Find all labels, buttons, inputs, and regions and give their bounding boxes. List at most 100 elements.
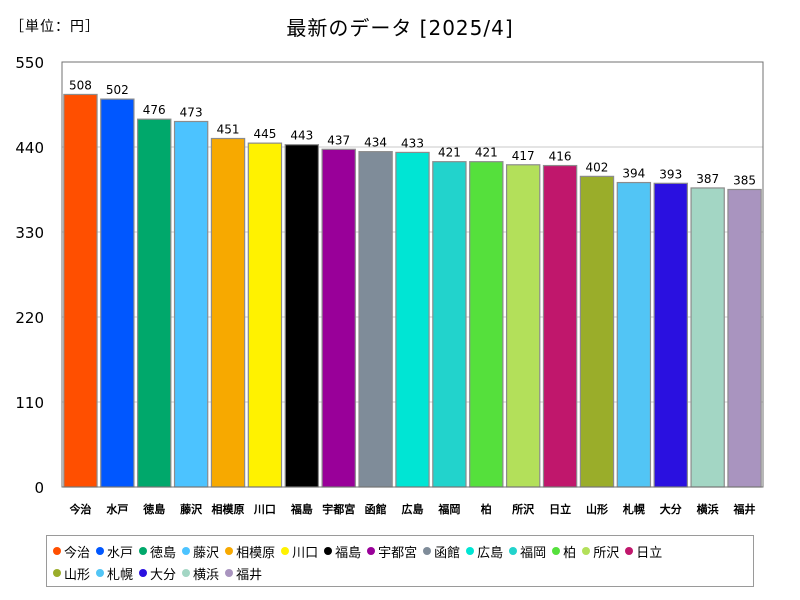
- legend-item: 宇都宮: [367, 542, 417, 561]
- legend-item: 徳島: [139, 542, 176, 561]
- data-label: 387: [696, 172, 719, 186]
- legend-row: 山形 札幌 大分 横浜 福井: [47, 563, 262, 583]
- y-tick-label: 550: [15, 54, 44, 72]
- plot-border: [61, 61, 764, 488]
- legend-item: 藤沢: [182, 542, 219, 561]
- bar: [542, 164, 578, 488]
- legend-marker: [139, 547, 148, 555]
- data-label: 433: [401, 136, 424, 150]
- x-tick-label: 福井: [733, 502, 756, 516]
- bar: [137, 118, 172, 488]
- x-tick-label: 日立: [549, 502, 571, 516]
- data-label: 443: [290, 129, 313, 143]
- legend-item: 函館: [423, 542, 460, 561]
- legend-item: 今治: [53, 542, 90, 561]
- legend-marker: [53, 547, 61, 555]
- legend-label: 福岡: [520, 545, 547, 561]
- bar: [505, 164, 541, 488]
- legend-marker: [509, 547, 518, 555]
- legend-item: 川口: [281, 542, 318, 561]
- legend-label: 山形: [64, 567, 91, 583]
- x-tick-label: 山形: [586, 502, 608, 516]
- legend-marker: [367, 547, 376, 555]
- legend-label: 函館: [434, 545, 461, 561]
- legend-marker: [96, 547, 105, 555]
- data-label: 437: [327, 133, 350, 147]
- x-tick-label: 宇都宮: [322, 502, 355, 516]
- legend-marker: [96, 569, 105, 577]
- legend-marker: [182, 547, 191, 555]
- bar: [63, 93, 98, 488]
- legend-row: 今治 水戸 徳島 藤沢 相模原 川口 福島 宇都宮 函館 広島 福岡柏所沢 日立: [47, 541, 662, 561]
- legend-item: 相模原: [225, 542, 275, 561]
- chart-title: 最新のデータ [2025/4]: [286, 16, 514, 40]
- legend-item: 福島: [324, 542, 361, 561]
- bar: [395, 151, 430, 488]
- x-tick-label: 徳島: [142, 502, 165, 516]
- legend-marker: [324, 547, 333, 555]
- bar: [284, 144, 320, 488]
- x-tick-label: 横浜: [697, 502, 719, 516]
- x-tick-label: 所沢: [512, 502, 535, 516]
- bar: [100, 98, 135, 488]
- data-label: 473: [180, 106, 203, 120]
- legend-item: 山形: [53, 564, 90, 583]
- legend-marker: [225, 569, 234, 577]
- legend-item: 福井: [225, 564, 262, 583]
- y-tick-label: 440: [15, 139, 44, 157]
- legend-marker: [225, 547, 234, 555]
- y-tick-label: 330: [15, 224, 44, 242]
- unit-label: ［単位：円］: [10, 19, 100, 35]
- x-tick-label: 函館: [365, 502, 387, 516]
- legend-item: 所沢: [582, 542, 619, 561]
- legend-item: 札幌: [96, 564, 133, 583]
- data-label: 508: [69, 78, 92, 92]
- data-label: 502: [106, 83, 129, 97]
- x-tick-label: 広島: [402, 502, 424, 516]
- legend: 今治 水戸 徳島 藤沢 相模原 川口 福島 宇都宮 函館 広島 福岡柏所沢 日立 山形 札幌 大分 横浜 福井: [46, 535, 754, 587]
- bar: [321, 148, 356, 488]
- legend-label: 広島: [477, 545, 504, 561]
- bar: [690, 187, 725, 488]
- bar: [432, 161, 467, 488]
- bar: [727, 188, 762, 488]
- legend-label: 横浜: [193, 567, 220, 583]
- legend-label: 今治: [64, 545, 91, 561]
- legend-label: 大分: [150, 567, 177, 583]
- bar: [173, 120, 209, 488]
- bar-chart: 0 110 220 330 440 550 508 今治 502 水戸 476 徳島 473 藤沢 451 相…: [15, 54, 764, 516]
- bar: [616, 181, 652, 488]
- bar: [653, 182, 688, 488]
- x-tick-label: 福岡: [437, 502, 460, 516]
- legend-item: 福岡: [509, 542, 546, 561]
- data-label: 421: [475, 146, 498, 160]
- legend-marker: [625, 547, 634, 555]
- data-label: 445: [253, 127, 276, 141]
- data-label: 476: [143, 103, 166, 117]
- legend-label: 柏: [563, 545, 577, 561]
- legend-label: 藤沢: [193, 545, 220, 561]
- y-tick-label: 110: [15, 394, 44, 412]
- data-label: 421: [438, 146, 461, 160]
- bar: [579, 175, 615, 488]
- legend-marker: [423, 547, 432, 555]
- legend-label: 宇都宮: [378, 545, 418, 561]
- x-tick-label: 藤沢: [180, 502, 203, 516]
- legend-label: 札幌: [107, 567, 134, 583]
- bar: [469, 161, 504, 488]
- data-label: 416: [549, 150, 572, 164]
- legend-label: 相模原: [236, 545, 276, 561]
- data-label: 434: [364, 136, 387, 150]
- x-tick-label: 柏: [481, 502, 492, 516]
- data-label: 385: [733, 174, 756, 188]
- y-tick-label: 0: [34, 479, 44, 497]
- legend-label: 福井: [236, 567, 263, 583]
- legend-label: 所沢: [593, 545, 620, 561]
- legend-item: 柏: [552, 542, 576, 561]
- data-label: 417: [512, 149, 535, 163]
- data-label: 393: [659, 167, 682, 181]
- legend-marker: [139, 569, 148, 577]
- x-tick-label: 大分: [660, 502, 682, 516]
- x-tick-label: 福島: [290, 502, 313, 516]
- legend-marker: [466, 547, 475, 555]
